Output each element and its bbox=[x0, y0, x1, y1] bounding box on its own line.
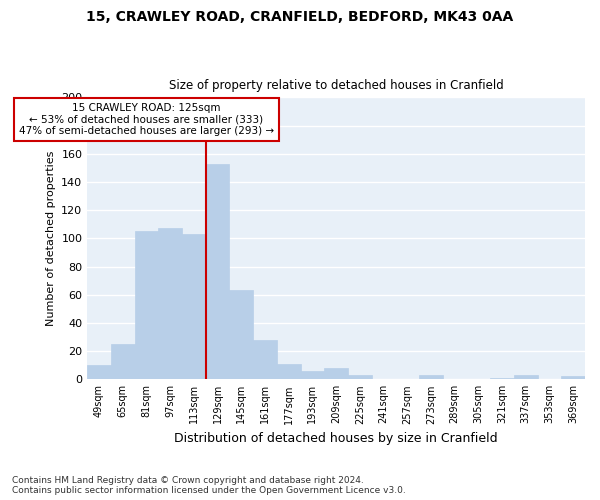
Text: Contains HM Land Registry data © Crown copyright and database right 2024.
Contai: Contains HM Land Registry data © Crown c… bbox=[12, 476, 406, 495]
Bar bbox=[229, 290, 253, 380]
Y-axis label: Number of detached properties: Number of detached properties bbox=[46, 150, 56, 326]
Bar bbox=[561, 376, 585, 380]
Bar bbox=[182, 234, 206, 380]
Bar bbox=[206, 164, 229, 380]
Bar bbox=[301, 371, 324, 380]
X-axis label: Distribution of detached houses by size in Cranfield: Distribution of detached houses by size … bbox=[174, 432, 498, 445]
Bar bbox=[158, 228, 182, 380]
Bar bbox=[277, 364, 301, 380]
Bar bbox=[111, 344, 134, 380]
Bar bbox=[134, 232, 158, 380]
Bar bbox=[490, 378, 514, 380]
Bar bbox=[514, 375, 538, 380]
Bar bbox=[324, 368, 348, 380]
Bar bbox=[348, 375, 371, 380]
Bar bbox=[419, 375, 443, 380]
Text: 15 CRAWLEY ROAD: 125sqm
← 53% of detached houses are smaller (333)
47% of semi-d: 15 CRAWLEY ROAD: 125sqm ← 53% of detache… bbox=[19, 103, 274, 136]
Bar bbox=[87, 365, 111, 380]
Text: 15, CRAWLEY ROAD, CRANFIELD, BEDFORD, MK43 0AA: 15, CRAWLEY ROAD, CRANFIELD, BEDFORD, MK… bbox=[86, 10, 514, 24]
Bar bbox=[253, 340, 277, 380]
Title: Size of property relative to detached houses in Cranfield: Size of property relative to detached ho… bbox=[169, 79, 503, 92]
